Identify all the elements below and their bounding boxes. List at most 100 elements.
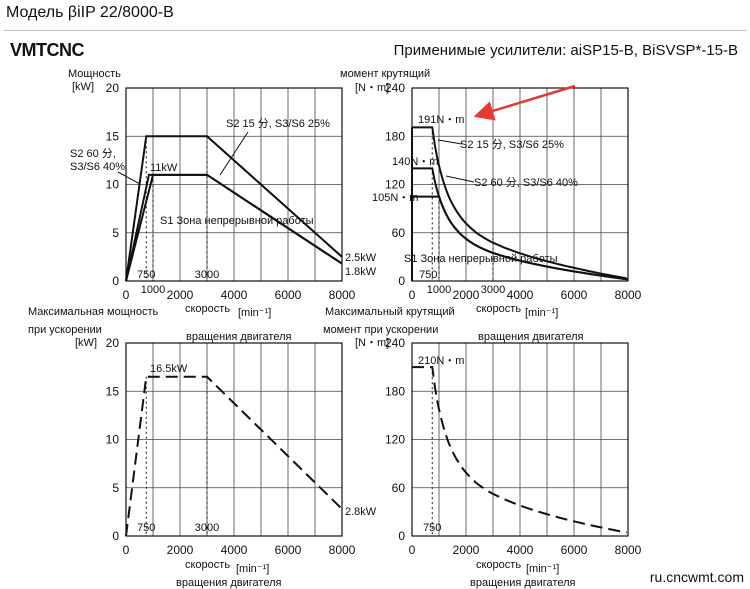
annot-s3s6-40: S3/S6 40%	[70, 161, 125, 173]
title-divider	[4, 30, 746, 31]
x-tick-label: 8000	[615, 543, 642, 557]
maxpower-ylabel: Максимальная мощность	[28, 306, 158, 318]
annot-pointer	[437, 139, 463, 145]
x-tick-label: 0	[409, 288, 416, 302]
maxtorque-series-line	[412, 366, 627, 534]
power-ylabel-unit: [kW]	[72, 81, 94, 93]
maxtorque-ylabel: Максимальный крутящий	[325, 306, 455, 318]
plot-frame	[125, 87, 343, 282]
y-tick-label: 180	[385, 384, 405, 398]
y-tick-label: 240	[385, 336, 405, 350]
marker-3000: 3000	[195, 269, 219, 281]
torque-series-line	[412, 126, 627, 280]
x-tick-label: 6000	[275, 288, 302, 302]
x-tick-label: 6000	[561, 288, 588, 302]
y-tick-label: 5	[112, 481, 119, 495]
power-ylabel: Мощность	[68, 68, 121, 80]
power-xlabel: скорость	[185, 303, 230, 315]
maxtorque-xlabel-2: вращения двигателя	[470, 577, 575, 589]
marker-1000: 1000	[427, 284, 451, 296]
x-tick-label: 6000	[561, 543, 588, 557]
plot-frame	[125, 342, 343, 537]
plot-frame	[411, 342, 629, 537]
annot-11kw: 11kW	[150, 162, 178, 174]
annot-210: 210N・m	[418, 355, 464, 367]
site-watermark: ru.cncwmt.com	[649, 569, 744, 585]
torque-ylabel-unit: [N・m]	[355, 82, 389, 94]
x-tick-label: 6000	[275, 543, 302, 557]
maxpower-xlabel-unit: [min⁻¹]	[236, 563, 269, 575]
max-power-chart: 0 2000 4000 6000 8000 0 5 10 15 20 Максимальная мо…	[28, 306, 377, 589]
annot-s1: S1 Зона непрерывной работы	[404, 253, 558, 265]
maxtorque-xlabel: скорость	[476, 559, 521, 571]
y-tick-label: 15	[106, 384, 120, 398]
y-tick-label: 120	[385, 178, 405, 192]
y-tick-label: 20	[106, 81, 120, 95]
annot-1-8kw: 1.8kW	[345, 266, 377, 278]
maxpower-series-line	[125, 375, 343, 537]
torque-xlabel-2: вращения двигателя	[478, 331, 583, 343]
y-tick-label: 20	[106, 336, 120, 350]
power-series-line	[125, 173, 343, 282]
annot-2-8kw: 2.8kW	[345, 506, 377, 518]
annot-16-5kw: 16.5kW	[150, 363, 188, 375]
maxtorque-xlabel-unit: [min⁻¹]	[526, 563, 559, 575]
annot-140: 140N・m	[392, 156, 438, 168]
annot-s2-60: S2 60 分,	[70, 147, 116, 160]
annot-s1: S1 Зона непрерывной работы	[160, 215, 314, 227]
y-tick-label: 10	[106, 433, 120, 447]
y-tick-label: 0	[398, 274, 405, 288]
maxpower-ylabel-unit: [kW]	[75, 337, 97, 349]
max-torque-chart: 0 2000 4000 6000 8000 0 60 120 180 240 Максимальны…	[323, 306, 642, 589]
annot-pointer	[445, 175, 475, 183]
marker-750: 750	[419, 269, 437, 281]
x-tick-label: 4000	[507, 543, 534, 557]
y-tick-label: 0	[112, 529, 119, 543]
marker-750: 750	[137, 269, 155, 281]
highlight-arrow	[473, 84, 576, 121]
marker-1000: 1000	[141, 284, 165, 296]
y-tick-label: 0	[112, 274, 119, 288]
x-tick-label: 2000	[167, 288, 194, 302]
torque-ylabel: момент крутящий	[340, 68, 430, 80]
marker-3000: 3000	[195, 522, 219, 534]
x-tick-label: 0	[409, 543, 416, 557]
power-xlabel-unit: [min⁻¹]	[238, 307, 271, 319]
annot-pointer	[219, 131, 249, 176]
annot-191: 191N・m	[418, 114, 464, 126]
marker-750: 750	[423, 522, 441, 534]
torque-xlabel-unit: [min⁻¹]	[525, 307, 558, 319]
y-tick-label: 240	[385, 81, 405, 95]
annot-105: 105N・m	[372, 192, 418, 204]
annot-s2-15: S2 15 分, S3/S6 25%	[460, 138, 564, 151]
x-tick-label: 2000	[453, 288, 480, 302]
y-tick-label: 5	[112, 226, 119, 240]
y-tick-label: 60	[392, 481, 406, 495]
y-tick-label: 15	[106, 129, 120, 143]
y-tick-label: 60	[392, 226, 406, 240]
annot-2-5kw: 2.5kW	[345, 252, 377, 264]
annot-pointer	[117, 171, 141, 185]
power-xlabel-2: вращения двигателя	[186, 331, 291, 343]
y-tick-label: 120	[385, 433, 405, 447]
maxpower-xlabel-2: вращения двигателя	[176, 577, 281, 589]
power-series-line	[125, 135, 343, 282]
annot-s2-15: S2 15 分, S3/S6 25%	[226, 117, 330, 130]
marker-750: 750	[137, 522, 155, 534]
y-tick-label: 10	[106, 178, 120, 192]
marker-3000: 3000	[481, 284, 505, 296]
maxpower-xlabel: скорость	[185, 559, 230, 571]
maxpower-ylabel-2: при ускорении	[28, 324, 102, 336]
x-tick-label: 4000	[507, 288, 534, 302]
x-tick-label: 0	[123, 543, 130, 557]
maxtorque-ylabel-unit: [N・m]	[355, 337, 389, 349]
x-tick-label: 8000	[329, 288, 356, 302]
model-title: Модель βiIP 22/8000-B	[6, 4, 174, 21]
applicable-amplifiers: Применимые усилители: aiSP15-B, BiSVSP*-…	[393, 42, 738, 59]
y-tick-label: 180	[385, 129, 405, 143]
y-tick-label: 0	[398, 529, 405, 543]
brand-logo: VMTCNC	[10, 40, 85, 60]
